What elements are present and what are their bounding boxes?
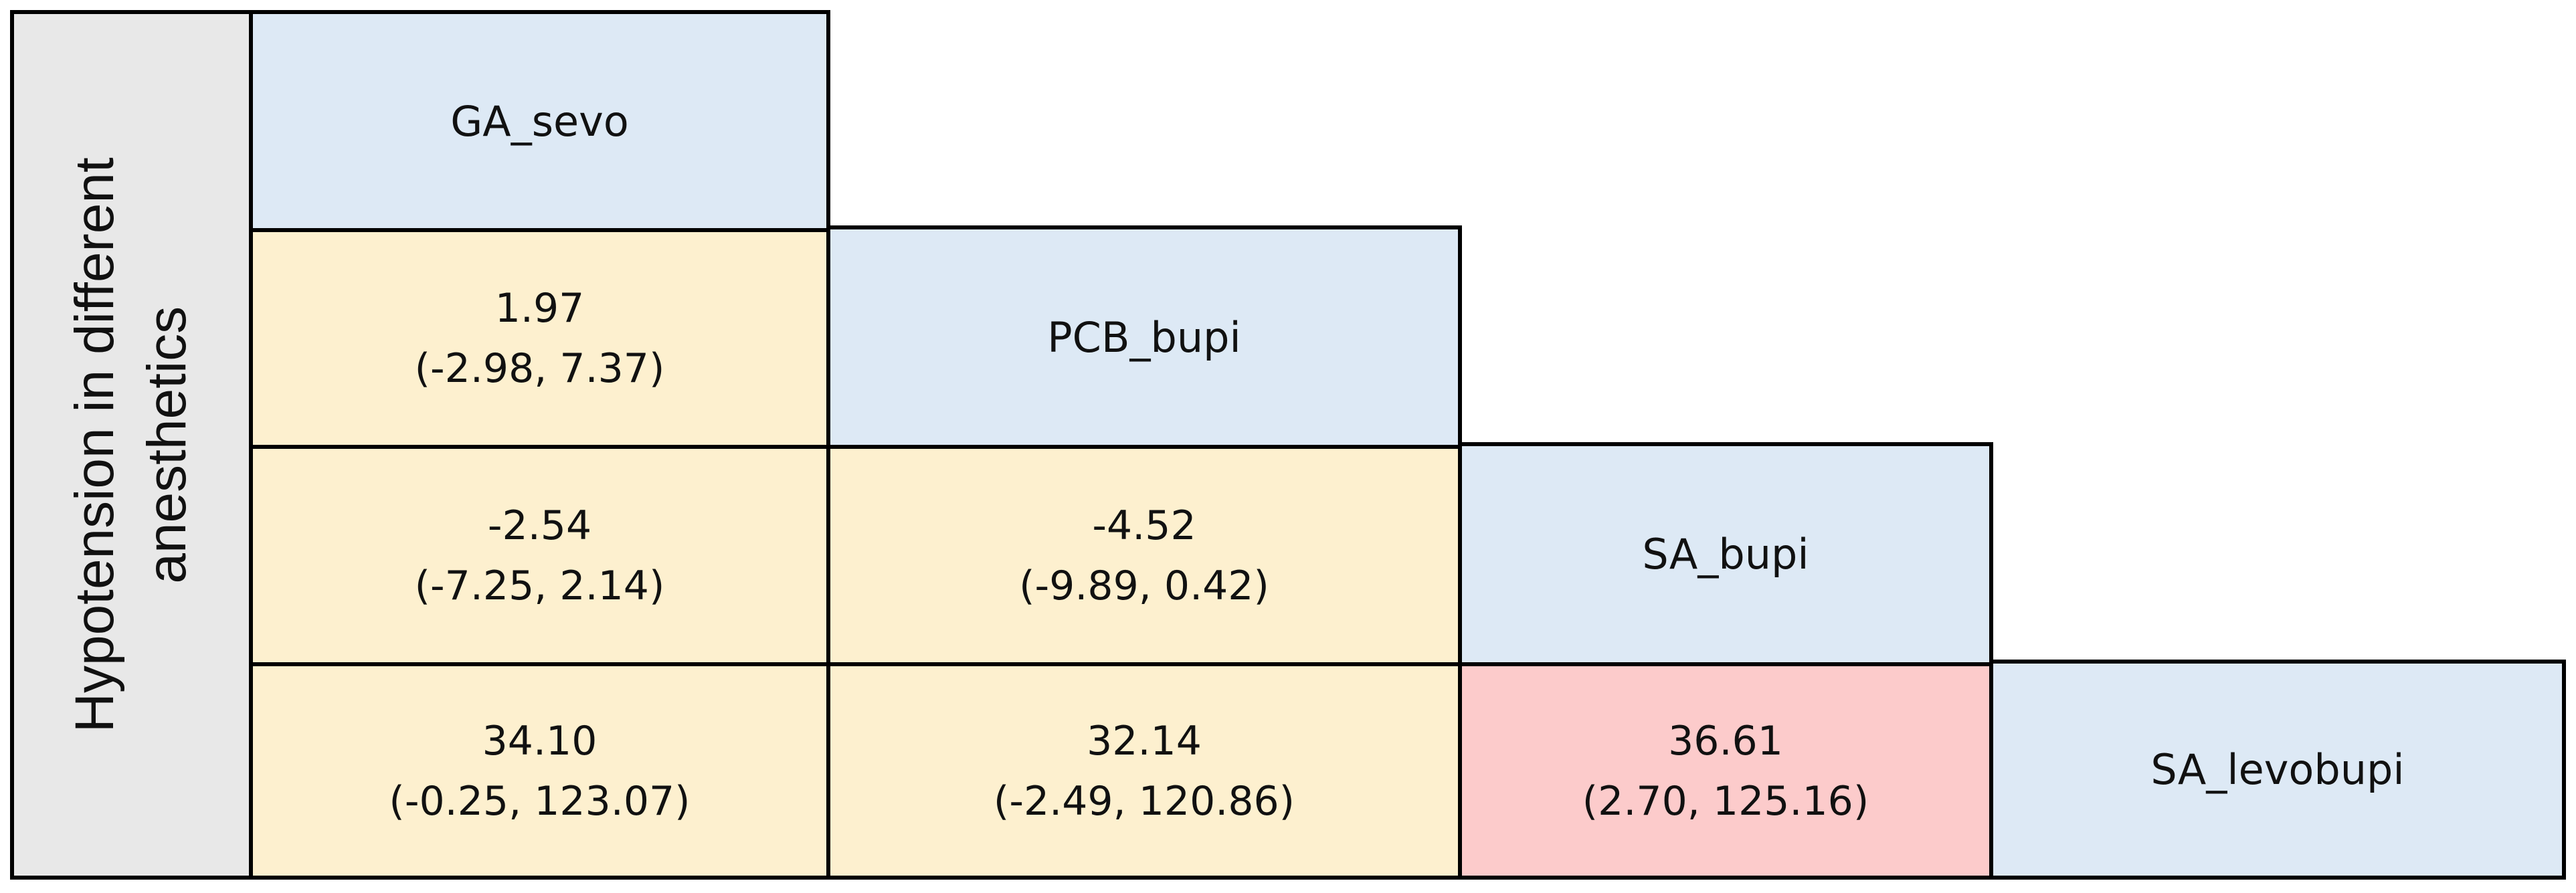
comparison-cell-sa-levobupi-vs-pcb: 32.14 (-2.49, 120.86) (826, 662, 1462, 880)
estimate-value: -2.54 (487, 502, 592, 549)
treatment-label: SA_bupi (1642, 530, 1809, 579)
estimate-value: 36.61 (1668, 717, 1783, 765)
estimate-value: 1.97 (494, 285, 585, 332)
row-label-line-1: Hypotension in different (64, 157, 126, 733)
treatment-sa-bupi: SA_bupi (1458, 442, 1993, 666)
treatment-pcb-bupi: PCB_bupi (826, 225, 1462, 449)
row-label: Hypotension in different anesthetics (59, 157, 203, 732)
treatment-label: GA_sevo (450, 96, 629, 146)
treatment-sa-levobupi: SA_levobupi (1989, 660, 2566, 880)
comparison-cell-sa-bupi-vs-pcb: -4.52 (-9.89, 0.42) (826, 445, 1462, 666)
comparison-cell-sa-levobupi-vs-sa-bupi: 36.61 (2.70, 125.16) (1458, 662, 1993, 880)
confidence-interval: (-0.25, 123.07) (389, 777, 691, 825)
comparison-cell-pcb-vs-ga: 1.97 (-2.98, 7.37) (249, 228, 830, 449)
confidence-interval: (-2.49, 120.86) (993, 777, 1295, 825)
treatment-label: PCB_bupi (1047, 312, 1241, 362)
row-label-panel: Hypotension in different anesthetics (10, 10, 253, 880)
estimate-value: 34.10 (482, 717, 597, 765)
confidence-interval: (-7.25, 2.14) (414, 562, 665, 609)
confidence-interval: (-9.89, 0.42) (1019, 562, 1269, 609)
confidence-interval: (2.70, 125.16) (1582, 777, 1869, 825)
comparison-cell-sa-bupi-vs-ga: -2.54 (-7.25, 2.14) (249, 445, 830, 666)
estimate-value: 32.14 (1087, 717, 1202, 765)
confidence-interval: (-2.98, 7.37) (414, 345, 665, 392)
comparison-cell-sa-levobupi-vs-ga: 34.10 (-0.25, 123.07) (249, 662, 830, 880)
treatment-ga-sevo: GA_sevo (249, 10, 830, 232)
treatment-label: SA_levobupi (2150, 745, 2405, 794)
row-label-line-2: anesthetics (136, 306, 198, 584)
estimate-value: -4.52 (1092, 502, 1196, 549)
